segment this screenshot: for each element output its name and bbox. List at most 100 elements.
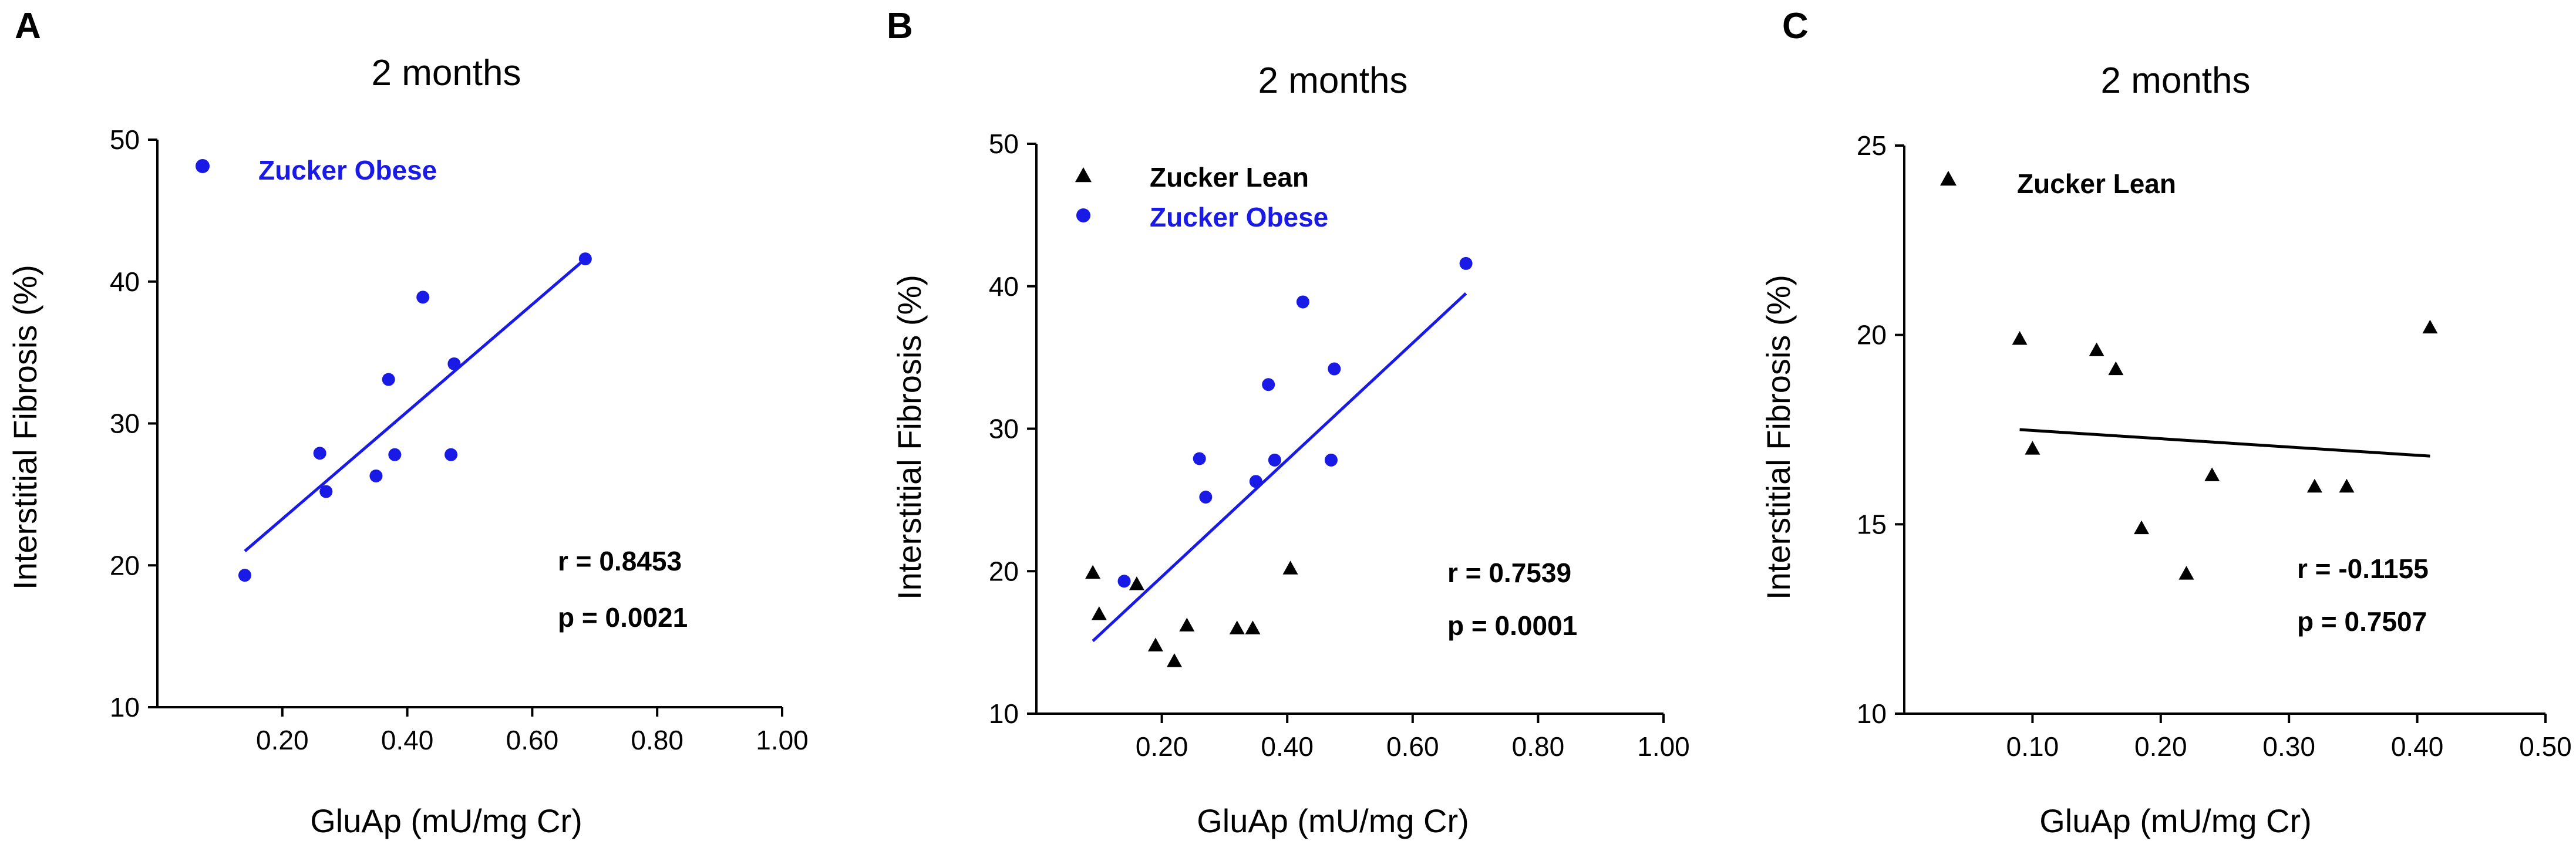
legend-marker-zucker-lean [1075,167,1092,183]
regression-line [2019,428,2430,458]
zucker-obese-point [1249,475,1262,488]
zucker-obese-point [416,291,430,304]
legend-label-zucker-obese: Zucker Obese [1150,202,1328,232]
x-tick-label: 0.20 [1136,731,1188,762]
zucker-obese-point [1262,378,1275,391]
zucker-lean-point [2422,319,2438,334]
zucker-obese-point [238,569,251,582]
zucker-obese-point [382,373,395,386]
x-tick-label: 0.80 [1512,731,1565,762]
zucker-lean-point [2108,361,2124,376]
legend-marker-zucker-obese [196,159,210,173]
regression-line [244,258,587,552]
p-value: p = 0.7507 [2297,606,2427,637]
zucker-obese-point [1268,453,1281,467]
p-value: p = 0.0001 [1447,610,1577,641]
r-value: r = -0.1155 [2297,553,2429,584]
x-axis-label: GluAp (mU/mg Cr) [2039,802,2312,839]
y-tick-label: 25 [1857,130,1887,161]
panel-letter: A [15,6,41,46]
y-tick-label: 50 [110,124,140,155]
x-tick-label: 0.20 [2134,731,2187,762]
zucker-obese-point [578,252,592,266]
legend-marker-zucker-obese [1076,208,1090,222]
y-tick-label: 20 [989,556,1019,586]
y-tick-label: 40 [989,271,1019,302]
x-tick-label: 0.20 [256,725,309,755]
r-value: r = 0.8453 [558,546,682,576]
zucker-lean-point [2089,342,2104,356]
chart-title: 2 months [371,53,521,93]
y-axis-label: Interstitial Fibrosis (%) [891,275,928,600]
zucker-obese-point [1459,256,1473,270]
x-tick-label: 0.80 [631,725,683,755]
zucker-lean-point [1147,637,1163,651]
zucker-lean-point [1245,620,1261,634]
x-tick-label: 1.00 [756,725,809,755]
p-value: p = 0.0021 [558,602,688,633]
zucker-lean-point [1179,617,1195,632]
x-tick-label: 0.40 [381,725,434,755]
legend-label-zucker-obese: Zucker Obese [258,155,437,185]
chart-title: 2 months [2100,60,2250,101]
y-tick-label: 30 [110,408,140,439]
zucker-obese-point [1193,452,1206,465]
zucker-obese-point [1296,295,1309,309]
chart-title: 2 months [1258,60,1407,101]
zucker-obese-point [1324,453,1338,467]
y-tick-label: 10 [1857,698,1887,729]
x-tick-label: 0.60 [1386,731,1439,762]
y-tick-label: 15 [1857,509,1887,539]
legend-marker-zucker-lean [1940,171,1957,186]
legend-label-zucker-lean: Zucker Lean [1150,162,1309,193]
zucker-lean-point [2306,478,2322,493]
zucker-lean-point [2178,566,2194,580]
zucker-lean-point [1282,560,1298,575]
zucker-obese-point [1199,491,1213,504]
zucker-lean-point [2012,331,2028,345]
x-tick-label: 0.40 [2391,731,2444,762]
y-axis-label: Interstitial Fibrosis (%) [6,265,43,590]
panel-letter: B [887,6,913,46]
zucker-lean-point [1166,653,1182,667]
regression-line [1092,292,1467,643]
zucker-obese-point [1117,575,1131,588]
panel-b: B 2 months GluAp (mU/mg Cr) Interstitial… [887,6,1690,839]
zucker-lean-point [2134,520,2150,535]
x-axis-label: GluAp (mU/mg Cr) [1197,802,1469,839]
x-tick-label: 1.00 [1637,731,1690,762]
zucker-lean-point [2204,467,2220,481]
zucker-obese-point [447,357,461,370]
x-tick-label: 0.10 [2006,731,2059,762]
zucker-lean-point [2025,441,2040,455]
y-tick-label: 10 [989,698,1019,729]
zucker-lean-point [1129,576,1144,590]
x-tick-label: 0.60 [506,725,559,755]
y-tick-label: 10 [110,692,140,722]
x-axis-label: GluAp (mU/mg Cr) [310,802,582,839]
y-tick-label: 20 [1857,320,1887,350]
zucker-lean-point [1091,606,1107,620]
zucker-obese-point [445,448,458,461]
panel-a: A 2 months GluAp (mU/mg Cr) Interstitial… [6,6,809,839]
zucker-obese-point [313,447,326,460]
panel-letter: C [1782,6,1809,46]
zucker-lean-point [1229,620,1245,634]
zucker-lean-point [2339,478,2355,493]
zucker-obese-point [1328,362,1341,376]
y-axis-label: Interstitial Fibrosis (%) [1760,275,1797,600]
x-tick-label: 0.40 [1261,731,1314,762]
zucker-obese-point [388,448,402,461]
x-tick-label: 0.50 [2519,731,2572,762]
zucker-obese-point [369,469,383,482]
r-value: r = 0.7539 [1447,558,1571,588]
y-tick-label: 20 [110,550,140,580]
y-tick-label: 50 [989,129,1019,159]
y-tick-label: 30 [989,414,1019,444]
zucker-obese-point [319,485,333,498]
legend-label-zucker-lean: Zucker Lean [2017,168,2176,199]
zucker-lean-point [1085,565,1101,579]
y-tick-label: 40 [110,266,140,297]
panel-c: C 2 months GluAp (mU/mg Cr) Interstitial… [1760,6,2572,839]
